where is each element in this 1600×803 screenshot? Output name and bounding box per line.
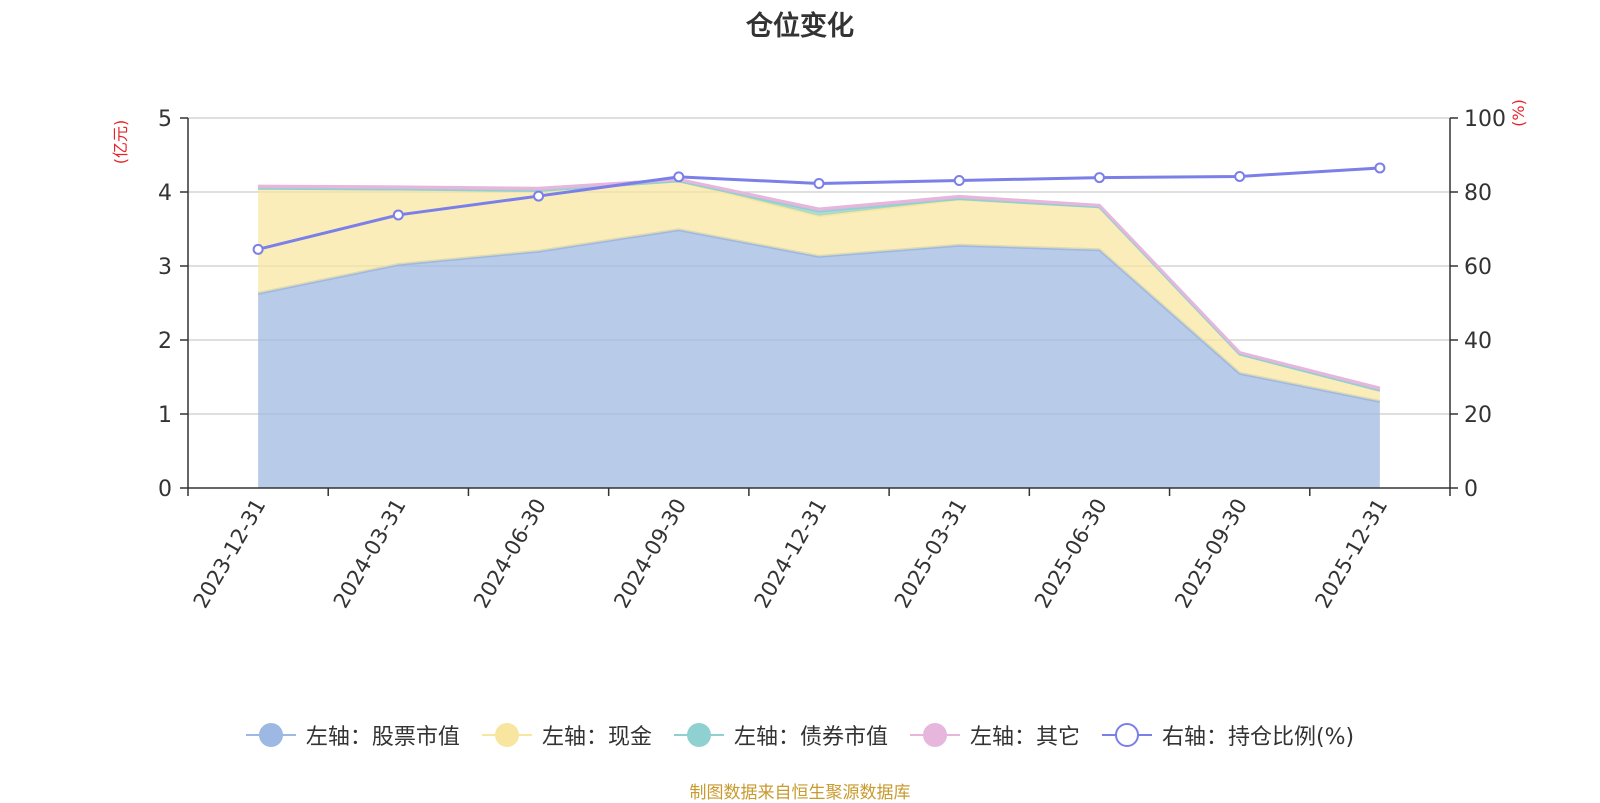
right-tick-label: 40 — [1464, 329, 1492, 354]
x-tick-label: 2024-06-30 — [469, 495, 551, 613]
legend-label: 左轴：其它 — [969, 725, 1080, 750]
series-point — [1234, 170, 1246, 182]
series-point — [1374, 162, 1386, 174]
legend-cash-icon — [481, 722, 532, 748]
legend-stock-icon — [245, 722, 296, 748]
series-point — [533, 190, 545, 202]
legend-label: 右轴：持仓比例(%) — [1161, 725, 1355, 750]
left-tick-label: 3 — [158, 255, 172, 280]
series-point — [1093, 172, 1105, 184]
legend-item-position-ratio[interactable]: 右轴：持仓比例(%) — [1101, 719, 1355, 751]
legend-other-icon — [909, 722, 960, 748]
x-tick-label: 2025-03-31 — [890, 494, 972, 612]
right-tick-label: 100 — [1464, 107, 1506, 132]
right-tick-label: 60 — [1464, 255, 1492, 280]
area-line-左轴：其它 — [258, 177, 1381, 390]
area-左轴：现金 — [258, 180, 1380, 402]
legend-ratio-icon — [1101, 722, 1152, 748]
x-tick-label: 2025-12-31 — [1310, 495, 1392, 613]
area-左轴：股票市值 — [258, 229, 1380, 489]
series-point — [953, 175, 965, 187]
x-tick-label: 2025-06-30 — [1030, 495, 1112, 613]
series-point — [813, 177, 825, 189]
legend-label: 左轴：债券市值 — [733, 725, 888, 750]
legend-item-other[interactable]: 左轴：其它 — [909, 719, 1080, 751]
left-tick-label: 5 — [158, 107, 172, 132]
legend: 左轴：股票市值 左轴：现金 左轴：债券市值 左轴：其它 右轴：持仓比例(%) — [0, 719, 1600, 751]
right-axis-unit-label: (%) — [1509, 99, 1528, 127]
series-point — [392, 209, 404, 221]
legend-label: 左轴：股票市值 — [305, 725, 460, 750]
x-tick-label: 2024-03-31 — [329, 495, 411, 613]
x-tick-label: 2024-09-30 — [609, 495, 691, 613]
data-source-note: 制图数据来自恒生聚源数据库 — [689, 783, 911, 803]
series-point — [252, 243, 264, 255]
right-tick-label: 80 — [1464, 181, 1492, 206]
left-tick-label: 2 — [158, 329, 172, 354]
left-axis-unit-label: (亿元) — [111, 120, 130, 165]
series-point — [673, 171, 685, 183]
x-tick-label: 2023-12-31 — [189, 495, 271, 613]
chart-title: 仓位变化 — [746, 11, 854, 42]
left-tick-label: 0 — [158, 477, 172, 502]
x-tick-label: 2024-12-31 — [750, 495, 832, 613]
legend-item-bond[interactable]: 左轴：债券市值 — [673, 719, 888, 751]
right-tick-label: 0 — [1464, 477, 1478, 502]
left-tick-label: 4 — [158, 181, 172, 206]
left-tick-label: 1 — [158, 403, 172, 428]
x-tick-label: 2025-09-30 — [1170, 495, 1252, 613]
legend-bond-icon — [673, 722, 724, 748]
legend-item-stock[interactable]: 左轴：股票市值 — [245, 719, 460, 751]
legend-item-cash[interactable]: 左轴：现金 — [481, 719, 652, 751]
right-tick-label: 20 — [1464, 403, 1492, 428]
legend-label: 左轴：现金 — [541, 725, 652, 750]
